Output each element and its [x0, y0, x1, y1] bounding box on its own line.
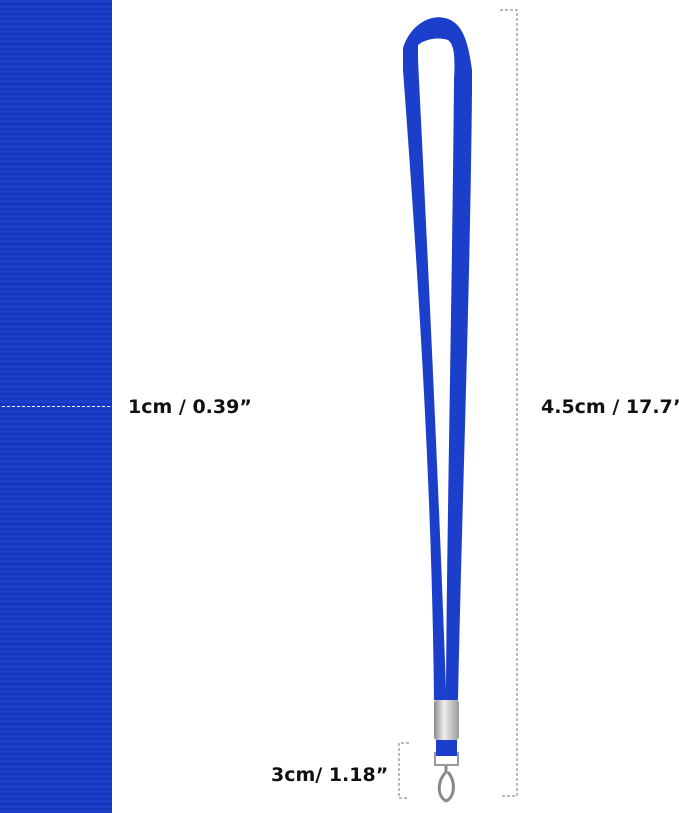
hook-dimension-line: [398, 742, 409, 799]
ribbon-swatch: [0, 0, 112, 813]
width-divider-line: [2, 406, 110, 407]
length-label: 4.5cm / 17.7”: [541, 396, 679, 418]
strap-end: [436, 740, 457, 756]
swivel-ring: [434, 752, 459, 766]
length-dimension-line: [500, 9, 518, 797]
hook-clasp: [437, 766, 455, 803]
width-label: 1cm / 0.39”: [128, 396, 252, 418]
metal-clamp: [434, 700, 459, 740]
hook-label: 3cm/ 1.18”: [271, 764, 389, 786]
lanyard-strap: [403, 17, 472, 700]
